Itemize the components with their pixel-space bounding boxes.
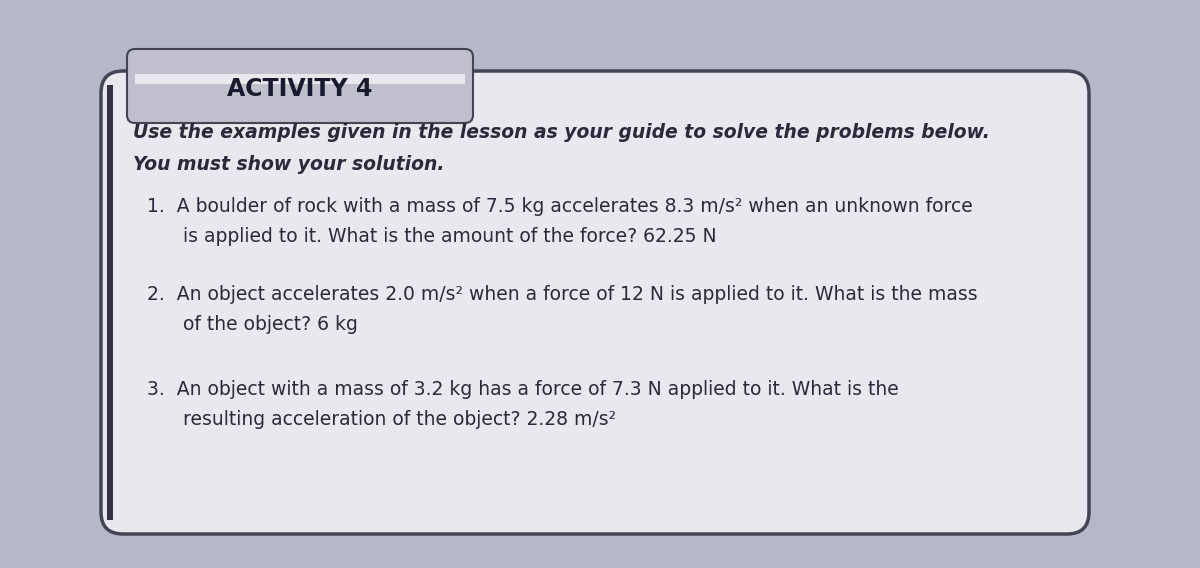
Text: of the object? 6 kg: of the object? 6 kg: [148, 315, 358, 334]
Text: ACTIVITY 4: ACTIVITY 4: [227, 77, 373, 102]
Text: is applied to it. What is the amount of the force? 62.25 N: is applied to it. What is the amount of …: [148, 227, 716, 246]
Text: Use the examples given in the lesson as your guide to solve the problems below.: Use the examples given in the lesson as …: [133, 123, 990, 142]
Text: resulting acceleration of the object? 2.28 m/s²: resulting acceleration of the object? 2.…: [148, 410, 616, 429]
Text: 3.  An object with a mass of 3.2 kg has a force of 7.3 N applied to it. What is : 3. An object with a mass of 3.2 kg has a…: [148, 380, 899, 399]
Bar: [107, 85, 113, 520]
FancyBboxPatch shape: [101, 71, 1090, 534]
Text: 1.  A boulder of rock with a mass of 7.5 kg accelerates 8.3 m/s² when an unknown: 1. A boulder of rock with a mass of 7.5 …: [148, 197, 973, 216]
Text: You must show your solution.: You must show your solution.: [133, 155, 444, 174]
Text: 2.  An object accelerates 2.0 m/s² when a force of 12 N is applied to it. What i: 2. An object accelerates 2.0 m/s² when a…: [148, 285, 978, 304]
FancyBboxPatch shape: [127, 49, 473, 123]
Bar: [134, 74, 466, 84]
